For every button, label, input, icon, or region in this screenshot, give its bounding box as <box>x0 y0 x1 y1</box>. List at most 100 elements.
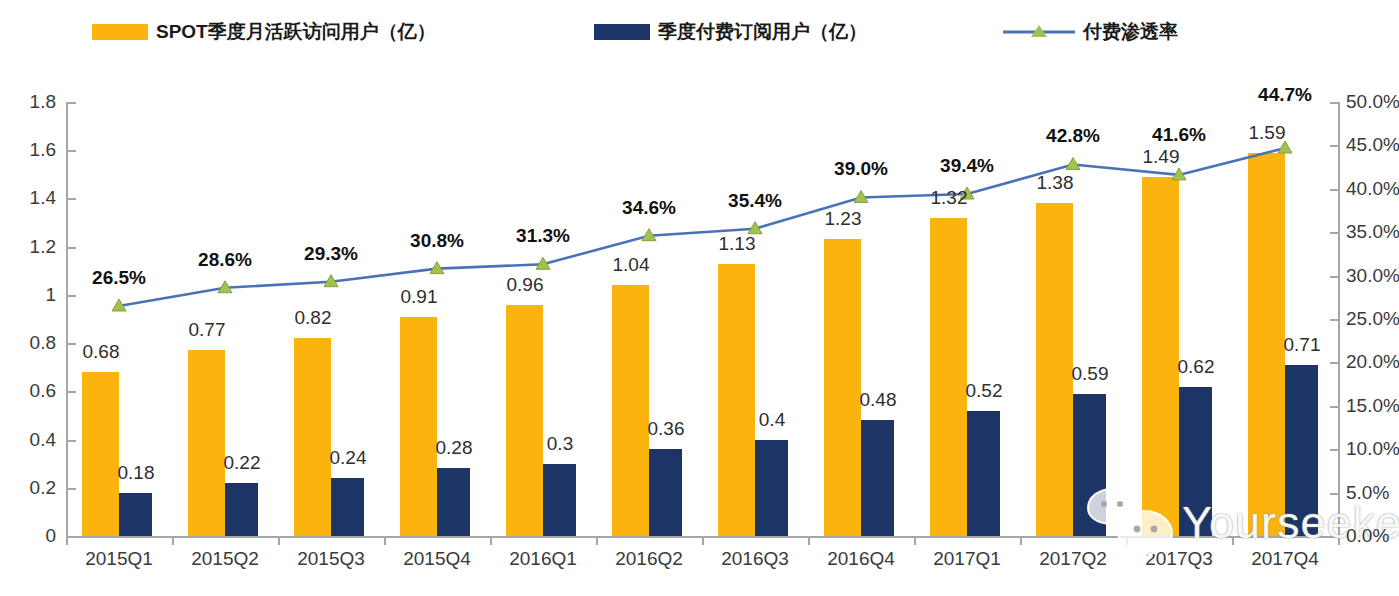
subscriber-value-label: 0.59 <box>1045 363 1135 385</box>
mau-value-label: 0.68 <box>56 341 146 363</box>
mau-value-label: 1.38 <box>1010 172 1100 194</box>
subscriber-bar <box>967 411 1000 536</box>
chart-area: SPOT季度月活跃访问用户（亿） 季度付费订阅用户（亿） 付费渗透率 You <box>0 0 1399 596</box>
y-axis-right-tick <box>1330 189 1338 191</box>
legend-item-mau: SPOT季度月活跃访问用户（亿） <box>92 18 436 46</box>
penetration-label: 44.7% <box>1230 84 1340 106</box>
subscriber-value-label: 0.62 <box>1151 356 1241 378</box>
penetration-label: 41.6% <box>1124 124 1234 146</box>
mau-legend-swatch <box>92 24 148 40</box>
y-axis-left-tick <box>68 295 76 297</box>
subscriber-bar <box>649 449 682 536</box>
x-axis-label: 2015Q1 <box>64 548 174 570</box>
y-axis-right-tick <box>1330 145 1338 147</box>
penetration-label: 42.8% <box>1018 125 1128 147</box>
y-axis-right-tick <box>1330 362 1338 364</box>
y-axis-right-tick <box>1330 319 1338 321</box>
y-axis-right-label: 25.0% <box>1346 308 1399 330</box>
subscriber-bar <box>225 483 258 536</box>
mau-bar <box>82 372 119 536</box>
subscriber-value-label: 0.28 <box>409 437 499 459</box>
subscriber-bar <box>331 478 364 536</box>
subscriber-value-label: 0.24 <box>303 447 393 469</box>
y-axis-left-tick <box>68 150 76 152</box>
mau-bar <box>718 264 755 536</box>
mau-value-label: 1.04 <box>586 254 676 276</box>
y-axis-right-label: 10.0% <box>1346 438 1399 460</box>
subscriber-bar <box>543 464 576 536</box>
subscriber-bar <box>119 493 152 536</box>
mau-legend-label: SPOT季度月活跃访问用户（亿） <box>156 19 436 45</box>
y-axis-left-label: 1.6 <box>4 139 56 161</box>
subscriber-value-label: 0.71 <box>1257 334 1347 356</box>
y-axis-left-tick <box>68 488 76 490</box>
x-axis-label: 2015Q3 <box>276 548 386 570</box>
y-axis-right-tick <box>1330 449 1338 451</box>
subscriber-value-label: 0.52 <box>939 380 1029 402</box>
y-axis-left-tick <box>68 391 76 393</box>
subscribers-legend-swatch <box>594 24 650 40</box>
penetration-label: 35.4% <box>700 190 810 212</box>
x-axis-tick <box>1020 538 1022 545</box>
mau-bar <box>930 218 967 536</box>
x-axis-label: 2016Q3 <box>700 548 810 570</box>
penetration-legend-label: 付费渗透率 <box>1083 19 1178 45</box>
mau-bar <box>188 350 225 536</box>
y-axis-left-tick <box>68 198 76 200</box>
mau-value-label: 1.59 <box>1222 122 1312 144</box>
legend-item-penetration: 付费渗透率 <box>1003 18 1178 46</box>
x-axis-label: 2017Q1 <box>912 548 1022 570</box>
subscriber-value-label: 0.18 <box>91 462 181 484</box>
line-marker-triangle <box>1066 157 1080 169</box>
line-marker-triangle <box>112 299 126 311</box>
y-axis-left-label: 0.2 <box>4 477 56 499</box>
mau-bar <box>824 239 861 536</box>
x-axis-tick <box>596 538 598 545</box>
y-axis-right-label: 30.0% <box>1346 265 1399 287</box>
mau-value-label: 1.32 <box>904 187 994 209</box>
subscribers-legend-label: 季度付费订阅用户（亿） <box>658 19 867 45</box>
x-axis-tick <box>278 538 280 545</box>
y-axis-left-label: 0 <box>4 525 56 547</box>
y-axis-right-tick <box>1330 276 1338 278</box>
mau-bar <box>294 338 331 536</box>
x-axis-tick <box>808 538 810 545</box>
y-axis-right-label: 20.0% <box>1346 351 1399 373</box>
line-marker-triangle <box>430 262 444 274</box>
y-axis-right-label: 35.0% <box>1346 221 1399 243</box>
y-axis-left-label: 1.2 <box>4 236 56 258</box>
mau-value-label: 1.23 <box>798 208 888 230</box>
y-axis-right-label: 40.0% <box>1346 178 1399 200</box>
x-axis-tick <box>702 538 704 545</box>
subscriber-bar <box>861 420 894 536</box>
x-axis-tick <box>914 538 916 545</box>
y-axis-left-label: 1.8 <box>4 91 56 113</box>
penetration-label: 39.0% <box>806 158 916 180</box>
line-marker-triangle <box>854 190 868 202</box>
mau-bar <box>612 285 649 536</box>
mau-value-label: 0.91 <box>374 286 464 308</box>
y-axis-left-label: 0.4 <box>4 429 56 451</box>
legend-item-subscribers: 季度付费订阅用户（亿） <box>594 18 867 46</box>
subscriber-value-label: 0.4 <box>727 409 817 431</box>
line-marker-triangle <box>218 281 232 293</box>
y-axis-right-label: 0.0% <box>1346 525 1399 547</box>
subscriber-value-label: 0.36 <box>621 418 711 440</box>
x-axis-tick <box>384 538 386 545</box>
x-axis-label: 2016Q4 <box>806 548 916 570</box>
subscriber-bar <box>755 440 788 536</box>
x-axis-label: 2016Q2 <box>594 548 704 570</box>
penetration-label: 29.3% <box>276 243 386 265</box>
y-axis-right-label: 5.0% <box>1346 482 1399 504</box>
y-axis-right-tick <box>1330 406 1338 408</box>
x-axis-tick <box>172 538 174 545</box>
x-axis-tick <box>490 538 492 545</box>
x-axis-label: 2015Q2 <box>170 548 280 570</box>
penetration-legend-line-icon <box>1003 23 1075 41</box>
y-axis-left-label: 0.8 <box>4 332 56 354</box>
y-axis-left-label: 1 <box>4 284 56 306</box>
wechat-icon <box>1082 486 1182 560</box>
penetration-label: 28.6% <box>170 249 280 271</box>
x-axis-label: 2016Q1 <box>488 548 598 570</box>
y-axis-left-tick <box>68 440 76 442</box>
